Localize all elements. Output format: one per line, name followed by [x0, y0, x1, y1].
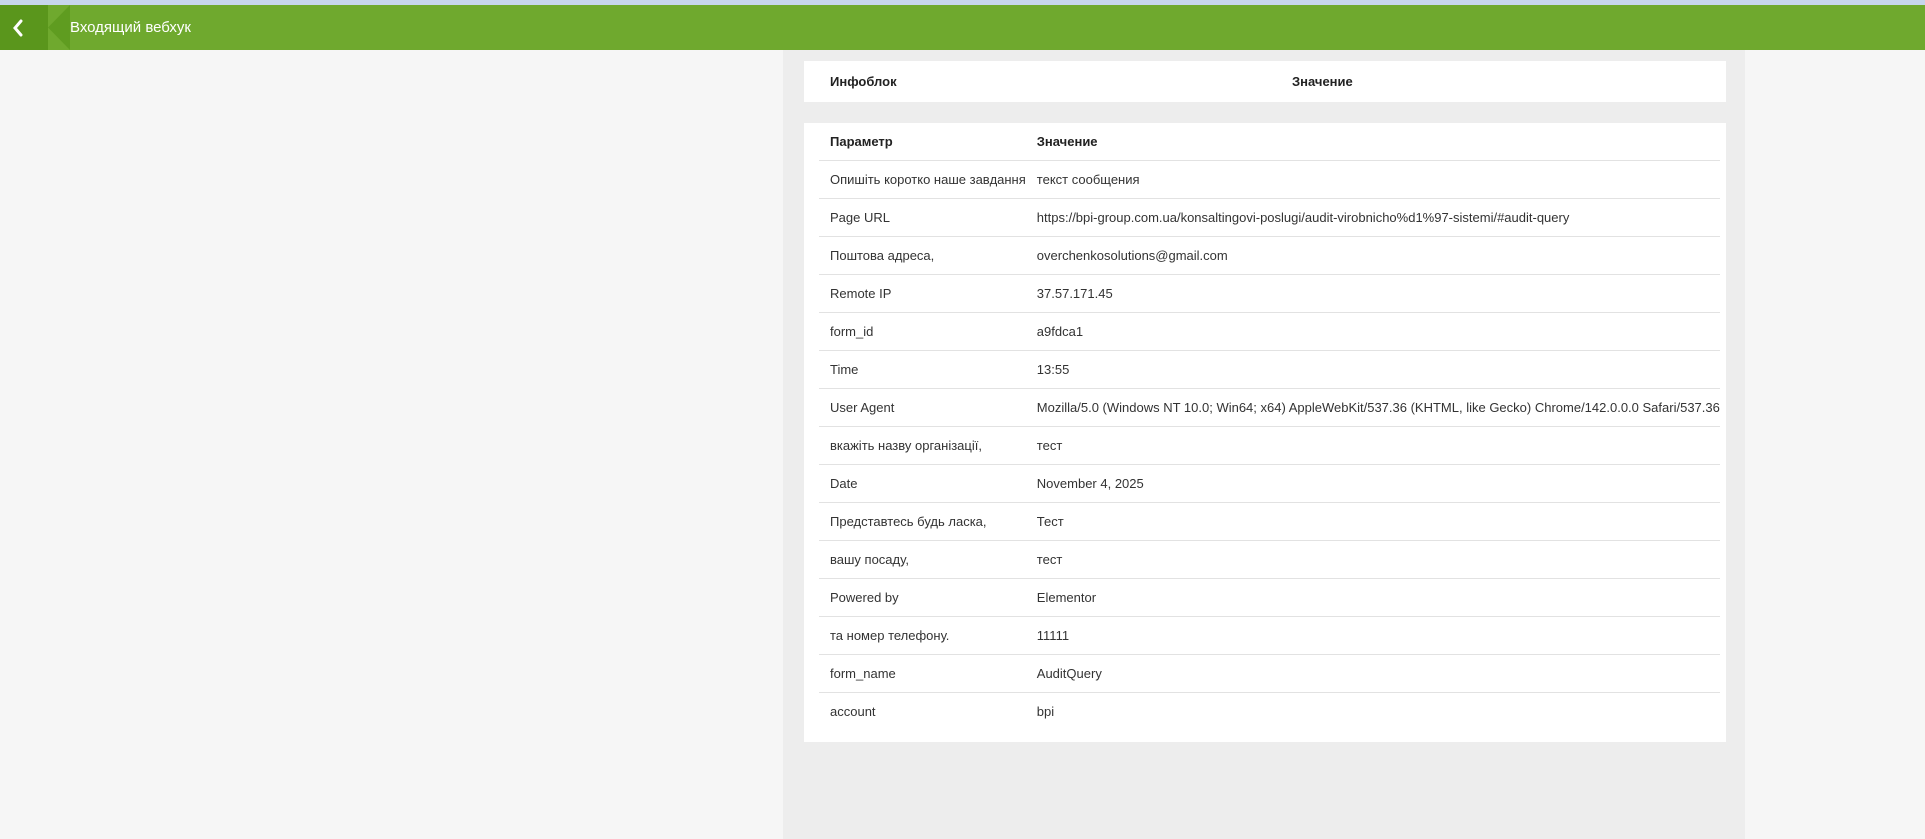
top-strip: [0, 0, 1925, 5]
param-value: Тест: [1025, 502, 1720, 541]
param-value: тест: [1025, 426, 1720, 465]
param-value: 13:55: [1025, 350, 1720, 389]
param-name: Remote IP: [819, 274, 1026, 313]
back-button[interactable]: [0, 5, 48, 50]
infoblock-value-header: Значение: [1292, 74, 1353, 89]
table-row: Поштова адреса, overchenkosolutions@gmail…: [819, 236, 1720, 275]
value-column-header: Значение: [1025, 123, 1720, 161]
param-name: form_name: [819, 654, 1026, 693]
param-value: bpi: [1036, 704, 1055, 719]
table-row: Опишіть коротко наше завдання текст сообщ…: [819, 160, 1720, 199]
param-value: 37.57.171.45: [1025, 274, 1720, 313]
param-value: тест: [1025, 540, 1720, 579]
table-row: Date November 4, 2025: [819, 464, 1720, 503]
table-row: вкажіть назву організації, тест: [819, 426, 1720, 465]
page-title: Входящий вебхук: [70, 19, 191, 36]
param-name: form_id: [819, 312, 1026, 351]
detail-panel: Инфоблок Значение Параметр Значение Опиш…: [783, 50, 1745, 839]
param-name: Поштова адреса,: [819, 236, 1026, 275]
table-row: Представтесь будь ласка, Тест: [819, 502, 1720, 541]
param-name: Page URL: [819, 198, 1026, 237]
param-value: November 4, 2025: [1025, 464, 1720, 503]
table-row: account bpi: [819, 693, 1720, 731]
param-name: Time: [819, 350, 1026, 389]
infoblock-card: Инфоблок Значение: [804, 61, 1726, 102]
param-value: https://bpi-group.com.ua/konsaltingovi-p…: [1025, 198, 1720, 237]
table-row: User Agent Mozilla/5.0 (Windows NT 10.0; …: [819, 388, 1720, 427]
param-name: account: [830, 704, 876, 719]
param-name: User Agent: [819, 388, 1026, 427]
page-header: Входящий вебхук: [0, 5, 1925, 50]
table-header-row: Параметр Значение: [819, 123, 1720, 161]
param-name: Опишіть коротко наше завдання: [819, 160, 1026, 199]
back-button-arrow[interactable]: [48, 5, 70, 50]
table-row: Powered by Elementor: [819, 578, 1720, 617]
param-value: Elementor: [1025, 578, 1720, 617]
param-name: вкажіть назву організації,: [819, 426, 1026, 465]
param-name: Представтесь будь ласка,: [819, 502, 1026, 541]
param-name: Date: [819, 464, 1026, 503]
param-name: Powered by: [819, 578, 1026, 617]
param-value: 11111: [1025, 616, 1720, 655]
param-name: вашу посаду,: [819, 540, 1026, 579]
params-card: Параметр Значение Опишіть коротко наше з…: [804, 123, 1726, 742]
table-row: Page URL https://bpi-group.com.ua/konsalt…: [819, 198, 1720, 237]
table-row: form_id a9fdca1: [819, 312, 1720, 351]
param-value: текст сообщения: [1025, 160, 1720, 199]
table-row: form_name AuditQuery: [819, 654, 1720, 693]
param-value: Mozilla/5.0 (Windows NT 10.0; Win64; x64…: [1025, 388, 1720, 427]
param-name: та номер телефону.: [819, 616, 1026, 655]
param-column-header: Параметр: [819, 123, 1026, 161]
params-table: Параметр Значение Опишіть коротко наше з…: [819, 123, 1720, 730]
param-value: overchenkosolutions@gmail.com: [1025, 236, 1720, 275]
chevron-left-icon: [13, 19, 23, 37]
param-value: AuditQuery: [1025, 654, 1720, 693]
param-value: a9fdca1: [1025, 312, 1720, 351]
table-row: вашу посаду, тест: [819, 540, 1720, 579]
table-row: та номер телефону. 11111: [819, 616, 1720, 655]
table-row: Remote IP 37.57.171.45: [819, 274, 1720, 313]
table-row: Time 13:55: [819, 350, 1720, 389]
infoblock-header: Инфоблок: [830, 74, 897, 89]
